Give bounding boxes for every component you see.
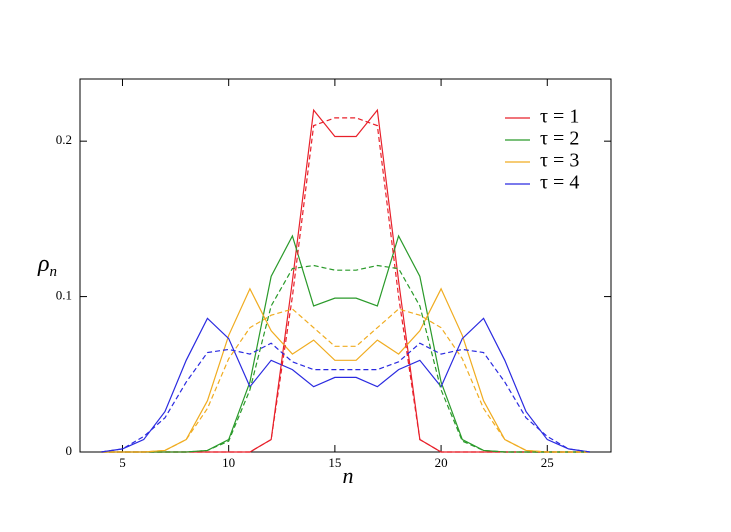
legend-label: τ = 3 xyxy=(540,150,579,172)
y-label-subscript: n xyxy=(50,264,58,280)
legend-label: τ = 1 xyxy=(540,106,579,128)
x-tick-label: 5 xyxy=(119,455,126,470)
x-tick-label: 10 xyxy=(222,455,235,470)
series-line xyxy=(101,287,590,453)
y-label-symbol: ρ xyxy=(37,251,50,277)
x-tick-label: 15 xyxy=(328,455,341,470)
legend-label: τ = 4 xyxy=(540,172,579,194)
y-tick-label: 0 xyxy=(66,443,73,458)
y-tick-label: 0.1 xyxy=(56,288,72,303)
series-line xyxy=(101,264,590,453)
series-line xyxy=(101,108,590,453)
series-line xyxy=(101,234,590,453)
y-tick-label: 0.2 xyxy=(56,132,72,147)
legend-label: τ = 2 xyxy=(540,128,579,150)
y-axis-label: ρn xyxy=(37,251,57,281)
series-line xyxy=(101,342,590,453)
series-line xyxy=(101,308,590,453)
x-tick-label: 25 xyxy=(541,455,554,470)
x-axis-label: n xyxy=(343,463,354,488)
series-line xyxy=(101,317,590,453)
x-tick-label: 20 xyxy=(435,455,448,470)
plot-frame xyxy=(79,78,612,453)
